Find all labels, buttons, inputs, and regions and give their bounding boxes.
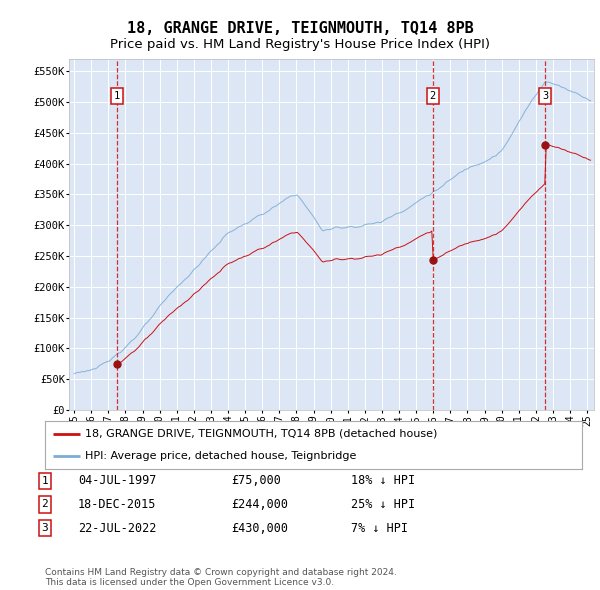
Text: Price paid vs. HM Land Registry's House Price Index (HPI): Price paid vs. HM Land Registry's House …	[110, 38, 490, 51]
Text: 1: 1	[114, 91, 120, 101]
Text: 18, GRANGE DRIVE, TEIGNMOUTH, TQ14 8PB: 18, GRANGE DRIVE, TEIGNMOUTH, TQ14 8PB	[127, 21, 473, 35]
Text: £430,000: £430,000	[231, 522, 288, 535]
Text: 18% ↓ HPI: 18% ↓ HPI	[351, 474, 415, 487]
Text: Contains HM Land Registry data © Crown copyright and database right 2024.
This d: Contains HM Land Registry data © Crown c…	[45, 568, 397, 587]
Text: HPI: Average price, detached house, Teignbridge: HPI: Average price, detached house, Teig…	[85, 451, 356, 461]
Text: 2: 2	[430, 91, 436, 101]
Text: £244,000: £244,000	[231, 498, 288, 511]
Text: 3: 3	[41, 523, 49, 533]
Text: 22-JUL-2022: 22-JUL-2022	[78, 522, 157, 535]
Text: 04-JUL-1997: 04-JUL-1997	[78, 474, 157, 487]
Text: £75,000: £75,000	[231, 474, 281, 487]
Text: 7% ↓ HPI: 7% ↓ HPI	[351, 522, 408, 535]
Text: 2: 2	[41, 500, 49, 509]
Text: 1: 1	[41, 476, 49, 486]
Text: 3: 3	[542, 91, 548, 101]
Text: 18-DEC-2015: 18-DEC-2015	[78, 498, 157, 511]
Text: 25% ↓ HPI: 25% ↓ HPI	[351, 498, 415, 511]
Text: 18, GRANGE DRIVE, TEIGNMOUTH, TQ14 8PB (detached house): 18, GRANGE DRIVE, TEIGNMOUTH, TQ14 8PB (…	[85, 429, 437, 439]
